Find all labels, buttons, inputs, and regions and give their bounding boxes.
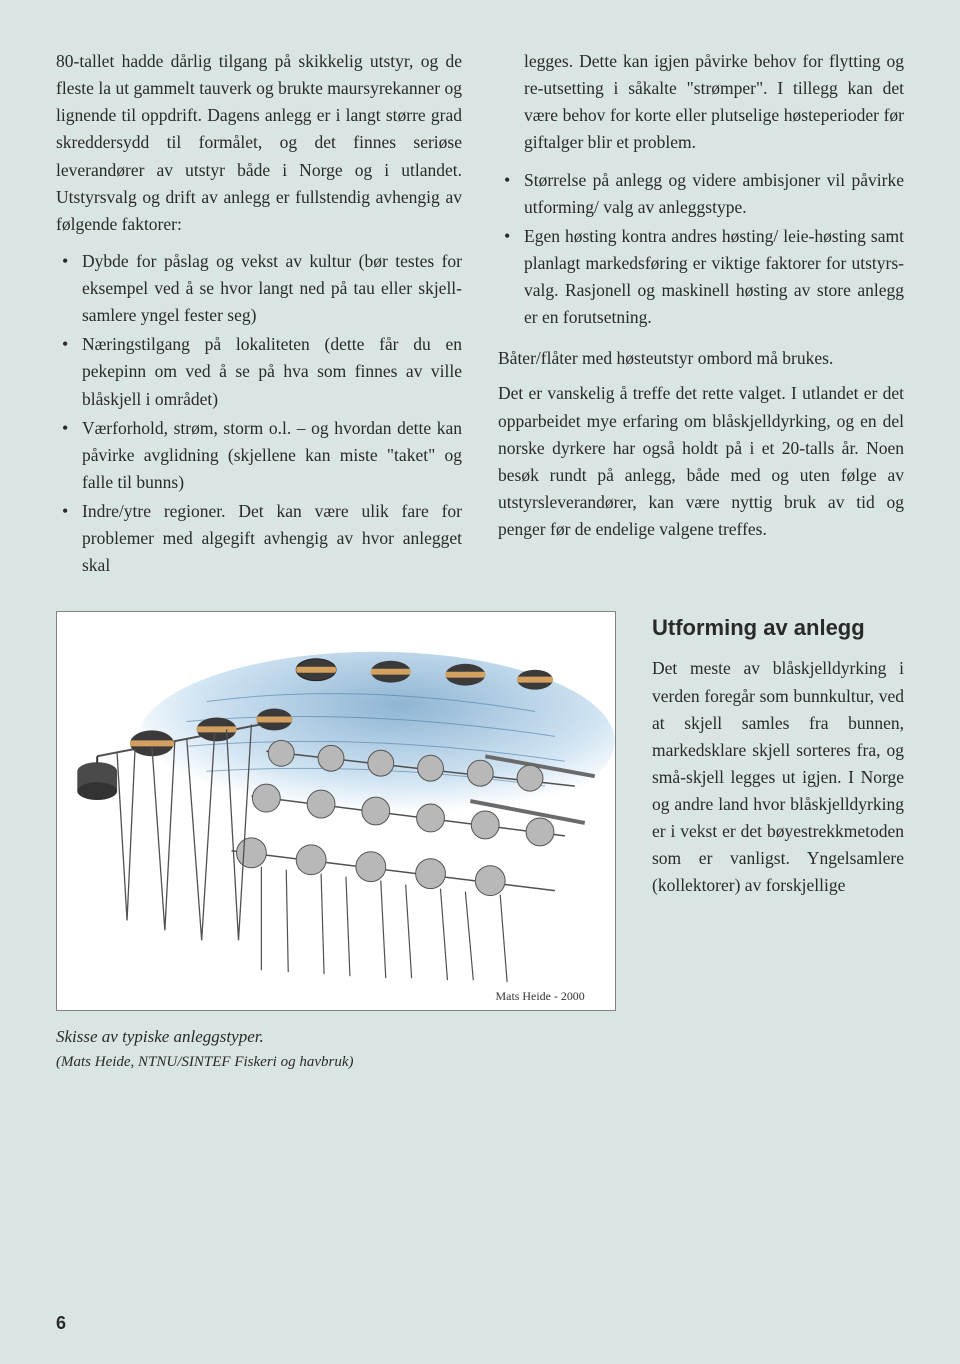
figure-wrap: Mats Heide - 2000 Skisse av typiske anle… <box>56 611 616 1073</box>
paragraph: Båter/flåter med høsteutstyr ombord må b… <box>498 345 904 372</box>
paragraph: Det er vanskelig å treffe det rette valg… <box>498 380 904 543</box>
page-number: 6 <box>56 1313 66 1334</box>
list-item: Værforhold, strøm, storm o.l. – og hvord… <box>56 415 462 496</box>
list-item: Indre/ytre regioner. Det kan være ulik f… <box>56 498 462 579</box>
intro-paragraph: 80-tallet hadde dårlig tilgang på skikke… <box>56 48 462 238</box>
left-bullet-list: Dybde for påslag og vekst av kultur (bør… <box>56 248 462 580</box>
right-column: legges. Dette kan igjen påvirke behov fo… <box>498 48 904 581</box>
right-bullet-list: Størrelse på anlegg og videre ambisjoner… <box>498 167 904 332</box>
caption-credit: (Mats Heide, NTNU/SINTEF Fiskeri og havb… <box>56 1054 353 1070</box>
figure-signature: Mats Heide - 2000 <box>496 989 585 1003</box>
left-column: 80-tallet hadde dårlig tilgang på skikke… <box>56 48 462 581</box>
figure-illustration: Mats Heide - 2000 <box>56 611 616 1011</box>
list-item: Næringstilgang på lokaliteten (dette får… <box>56 331 462 412</box>
sidebar-column: Utforming av anlegg Det meste av blåskje… <box>652 611 904 899</box>
continued-paragraph: legges. Dette kan igjen påvirke behov fo… <box>498 48 904 157</box>
figure-caption: Skisse av typiske anleggstyper. (Mats He… <box>56 1025 616 1073</box>
sidebar-paragraph: Det meste av blåskjell­dyrking i verden … <box>652 655 904 899</box>
list-item: Dybde for påslag og vekst av kultur (bør… <box>56 248 462 329</box>
list-item: Egen høsting kontra andres høsting/ leie… <box>498 223 904 332</box>
sidebar-heading: Utforming av anlegg <box>652 611 904 645</box>
list-item: Størrelse på anlegg og videre ambisjoner… <box>498 167 904 221</box>
caption-main: Skisse av typiske anleggstyper. <box>56 1027 264 1046</box>
